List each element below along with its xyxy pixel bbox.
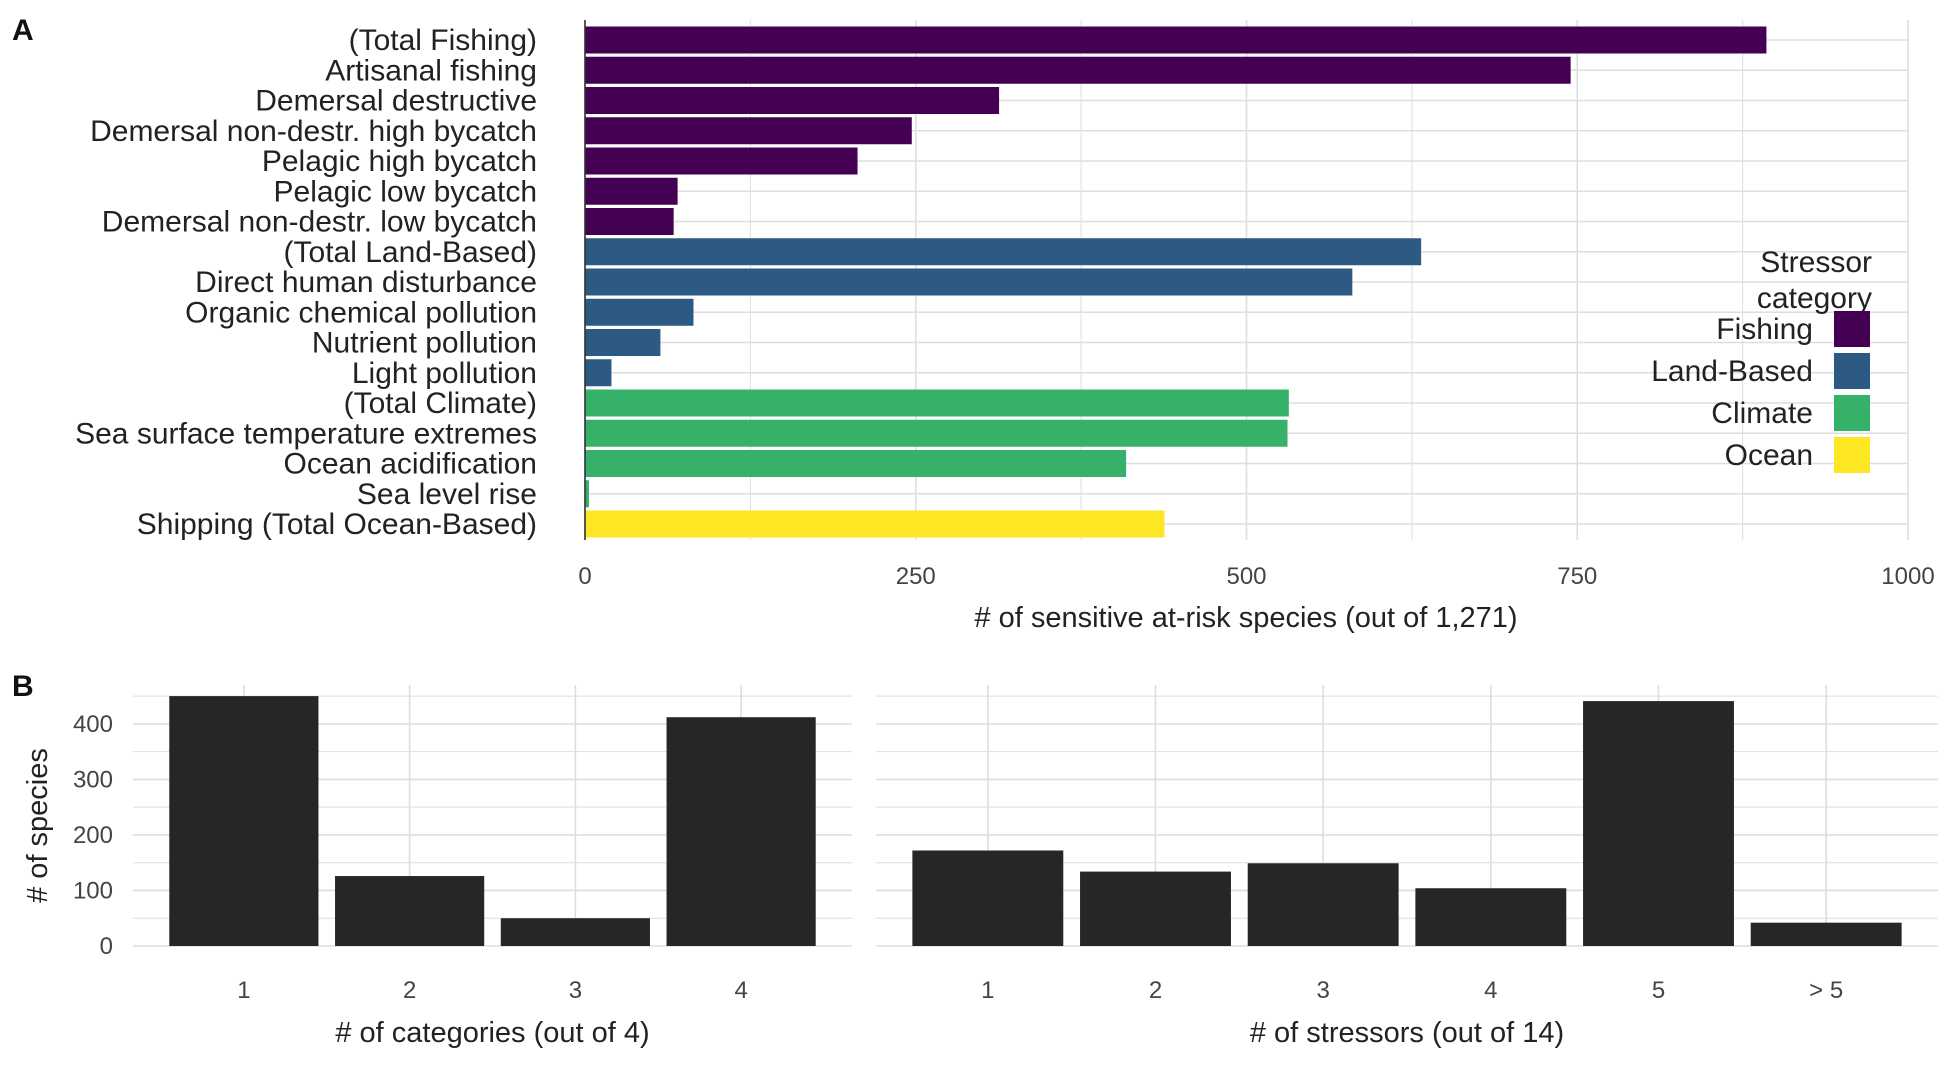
- category-label: Demersal non-destr. high bycatch: [90, 115, 537, 148]
- x-tick-label: 250: [896, 563, 936, 590]
- category-label: Artisanal fishing: [325, 54, 537, 87]
- bar: [585, 56, 1571, 84]
- bar: [585, 147, 858, 175]
- bar: [1750, 922, 1902, 946]
- y-tick-label: 0: [100, 933, 113, 960]
- bar: [585, 480, 589, 508]
- x-tick-label: 750: [1557, 563, 1597, 590]
- category-label: Sea surface temperature extremes: [75, 417, 537, 450]
- category-label: Organic chemical pollution: [185, 296, 537, 329]
- category-label: (Total Land-Based): [284, 236, 537, 269]
- x-tick-label: 1: [237, 977, 250, 1004]
- bar: [585, 298, 694, 326]
- bar: [1080, 871, 1231, 946]
- legend-label: Fishing: [1716, 313, 1813, 346]
- legend-key-fishing: [1834, 311, 1870, 347]
- y-tick-label: 200: [73, 822, 113, 849]
- bar: [585, 177, 678, 205]
- category-label: Light pollution: [352, 357, 537, 390]
- y-axis-title: # of species: [22, 748, 54, 903]
- bar: [585, 26, 1767, 54]
- bar: [1247, 863, 1399, 946]
- legend-label: Land-Based: [1651, 355, 1813, 388]
- legend: Stressor category Fishing Land-Based Clima…: [1651, 246, 1872, 473]
- bar: [666, 717, 816, 946]
- category-label: Pelagic low bycatch: [274, 175, 537, 208]
- chart-b-stressors-histogram: 1 2 3 4 5 > 5 # of stressors (out of 14): [876, 685, 1938, 1049]
- legend-title-line2: category: [1757, 282, 1872, 315]
- category-label: Pelagic high bycatch: [262, 145, 537, 178]
- bar: [1415, 888, 1567, 946]
- bar: [585, 359, 612, 387]
- category-label: Demersal non-destr. low bycatch: [102, 206, 537, 239]
- y-tick-label: 400: [73, 711, 113, 738]
- bar: [585, 117, 912, 145]
- bar: [585, 238, 1422, 266]
- x-tick-label: 3: [1316, 977, 1329, 1004]
- bar: [585, 510, 1165, 538]
- legend-label: Climate: [1711, 397, 1813, 430]
- y-tick-label: 300: [73, 766, 113, 793]
- x-tick-label: 2: [403, 977, 416, 1004]
- x-tick-label: 3: [569, 977, 582, 1004]
- x-tick-label: 1000: [1881, 563, 1934, 590]
- x-tick-label: 500: [1226, 563, 1266, 590]
- bar: [585, 87, 1000, 114]
- legend-key-ocean: [1834, 437, 1870, 473]
- category-label: Sea level rise: [357, 478, 537, 511]
- panel-b-label: B: [12, 670, 34, 703]
- x-axis-title: # of sensitive at-risk species (out of 1…: [974, 602, 1517, 634]
- bar: [585, 208, 674, 235]
- category-label: (Total Climate): [344, 387, 537, 420]
- x-tick-label: 1: [981, 977, 994, 1004]
- x-tick-label: 2: [1149, 977, 1162, 1004]
- x-tick-label: 4: [1484, 977, 1497, 1004]
- category-label: Nutrient pollution: [312, 327, 537, 360]
- bar: [585, 419, 1288, 447]
- legend-title-line1: Stressor: [1760, 246, 1872, 279]
- panel-a-label: A: [12, 14, 34, 47]
- category-label: Shipping (Total Ocean-Based): [137, 508, 537, 541]
- category-label: Ocean acidification: [284, 448, 537, 481]
- bar: [912, 850, 1064, 946]
- legend-key-land-based: [1834, 353, 1870, 389]
- chart-a-stressor-bars: (Total Fishing)Artisanal fishingDemersal…: [75, 20, 1935, 634]
- bar: [169, 696, 319, 946]
- legend-label: Ocean: [1725, 439, 1813, 472]
- bar: [335, 876, 485, 946]
- category-label: (Total Fishing): [349, 24, 537, 57]
- x-tick-label: 0: [578, 563, 591, 590]
- bar: [500, 918, 650, 946]
- x-tick-label: 4: [734, 977, 747, 1004]
- legend-key-climate: [1834, 395, 1870, 431]
- x-axis-title: # of stressors (out of 14): [1250, 1017, 1564, 1049]
- bar: [1583, 701, 1734, 946]
- category-label: Demersal destructive: [255, 85, 537, 118]
- bar: [585, 329, 661, 356]
- x-tick-label: 5: [1652, 977, 1665, 1004]
- bar: [585, 450, 1127, 477]
- category-label: Direct human disturbance: [195, 266, 537, 299]
- bar: [585, 389, 1289, 417]
- bar: [585, 268, 1353, 296]
- chart-b-categories-histogram: 1 2 3 4 # of categories (out of 4) 0 100 200 300…: [22, 685, 852, 1049]
- x-tick-label: > 5: [1809, 977, 1843, 1004]
- x-axis-title: # of categories (out of 4): [335, 1017, 649, 1049]
- y-tick-label: 100: [73, 877, 113, 904]
